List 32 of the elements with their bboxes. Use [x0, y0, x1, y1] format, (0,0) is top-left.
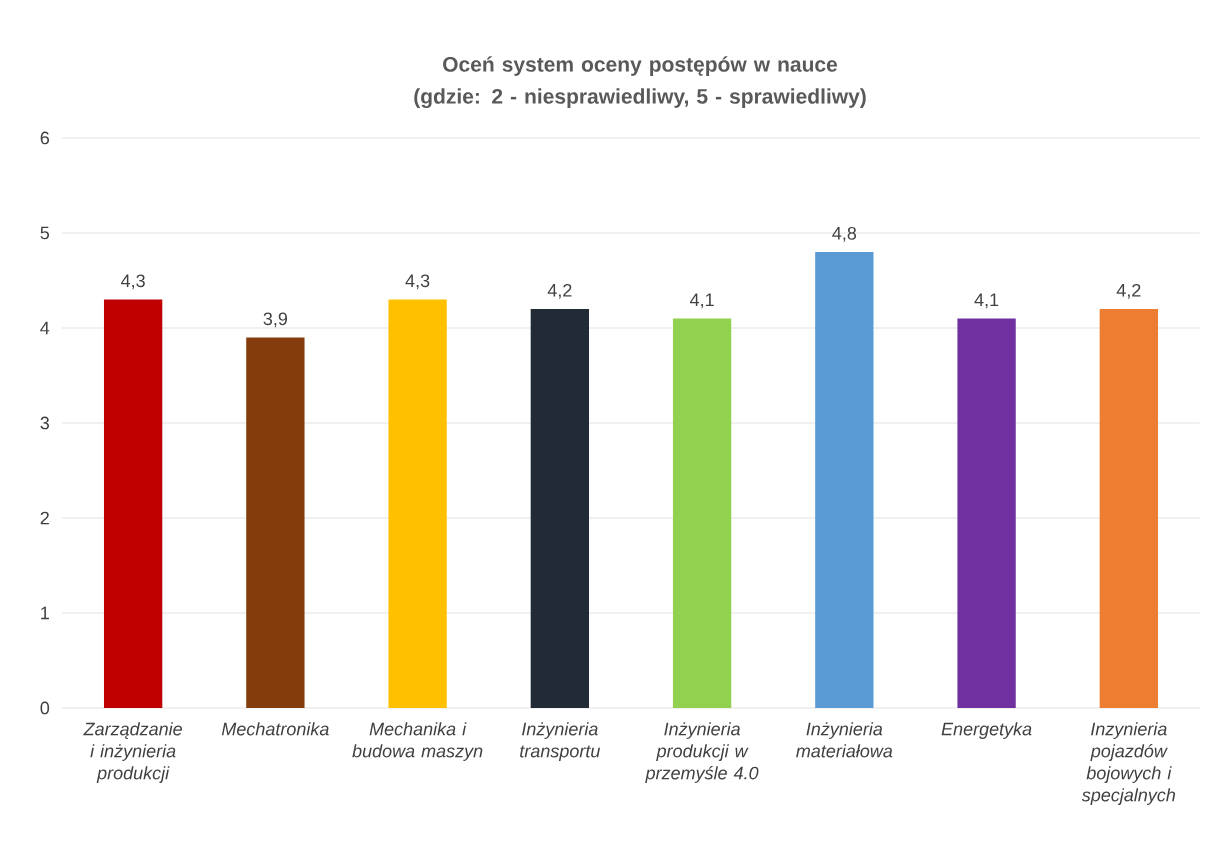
bar — [815, 251, 874, 708]
data-label: 4,3 — [405, 274, 430, 290]
x-tick-label: Inżynieria materiałowa — [796, 722, 893, 758]
data-label: 3,9 — [263, 312, 288, 328]
data-label: 4,8 — [832, 226, 857, 242]
y-tick-label: 2 — [40, 511, 49, 525]
bar — [388, 299, 447, 708]
y-tick-label: 0 — [40, 701, 50, 715]
x-tick-label: Mechanika i budowa maszyn — [352, 722, 483, 761]
x-tick-label: Inżynieria produkcji w przemyśle 4.0 — [645, 722, 759, 783]
bar — [103, 299, 163, 708]
y-tick-label: 5 — [40, 226, 50, 240]
x-tick-label: Zarządzanie i inżynieria produkcji — [83, 722, 182, 783]
x-tick-label: Mechatronika — [221, 722, 329, 736]
bar — [246, 337, 305, 708]
data-label: 4,1 — [689, 293, 714, 309]
data-label: 4,2 — [1116, 283, 1141, 299]
bar — [957, 318, 1016, 708]
bar — [1099, 308, 1158, 708]
bar — [672, 318, 732, 708]
y-tick-label: 3 — [40, 416, 50, 430]
y-tick-label: 6 — [40, 131, 50, 145]
x-tick-label: Inżynieria transportu — [520, 722, 601, 761]
bar — [530, 308, 590, 708]
chart-title: Oceń system oceny postępów w nauce (gdzie: 2 - niesprawiedliwy, 5 - sprawiedliwy) — [414, 56, 866, 109]
x-tick-label: Energetyka — [941, 722, 1032, 739]
y-tick-label: 1 — [41, 606, 49, 620]
data-label: 4,2 — [547, 283, 572, 299]
data-label: 4,3 — [121, 274, 145, 290]
y-tick-label: 4 — [40, 321, 50, 335]
data-label: 4,1 — [974, 293, 999, 309]
x-tick-label: Inzynieria pojazdów bojowych i specjalnych — [1081, 722, 1176, 805]
